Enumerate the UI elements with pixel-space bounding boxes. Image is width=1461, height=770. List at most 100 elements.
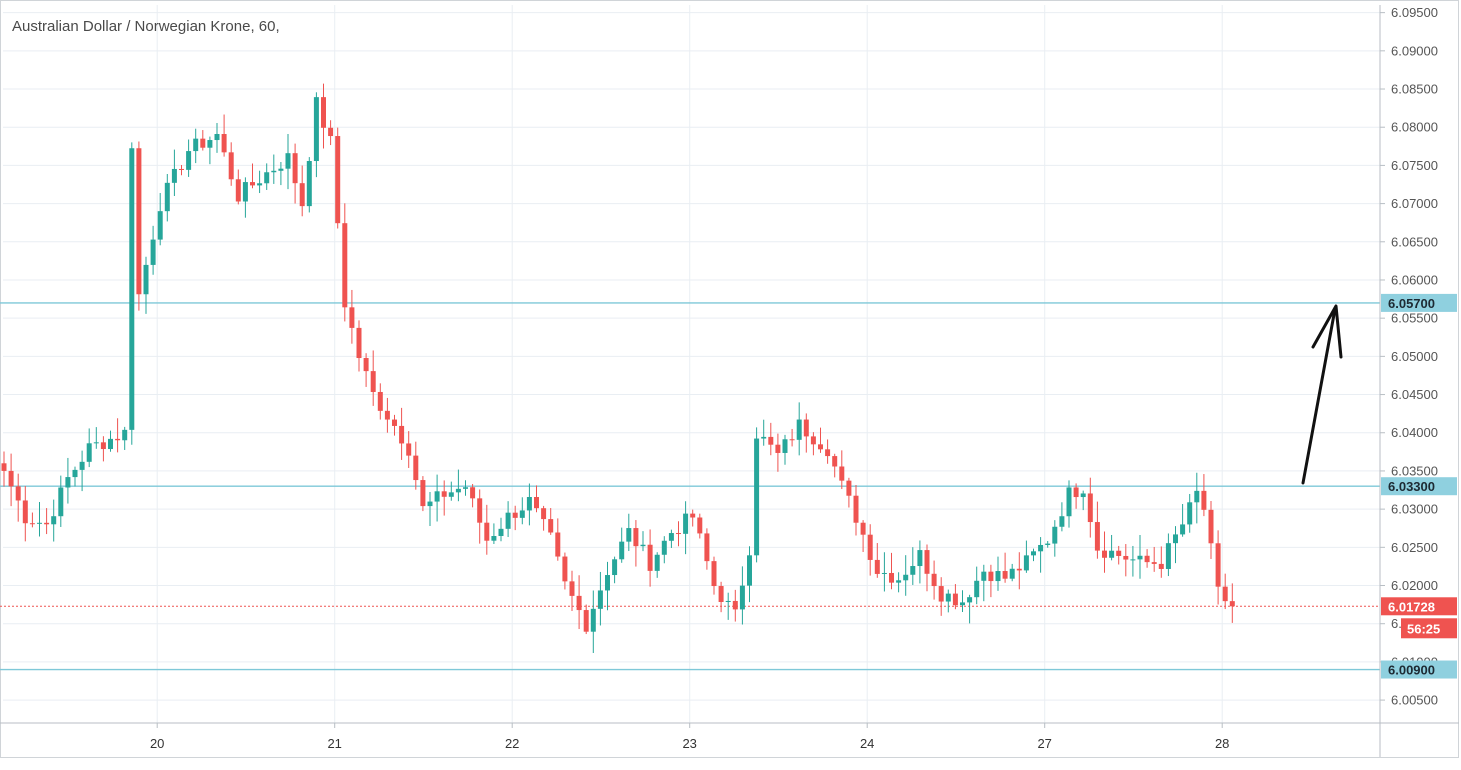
candle-body — [235, 179, 241, 202]
price-tick-label: 6.09500 — [1391, 5, 1438, 20]
candle-body — [661, 540, 667, 555]
candle-body — [491, 536, 497, 541]
candle-body — [519, 510, 525, 518]
candle-body — [470, 487, 476, 499]
candle-body — [1151, 562, 1157, 564]
candle-body — [441, 491, 447, 497]
candle-body — [1180, 524, 1186, 535]
candle-body — [668, 533, 674, 541]
candle-body — [51, 516, 57, 525]
candle-body — [725, 600, 731, 602]
candle-body — [548, 519, 554, 533]
candle-body — [250, 182, 255, 186]
candle-body — [157, 211, 163, 240]
candle-body — [171, 168, 177, 183]
candle-body — [1158, 563, 1164, 569]
candle-body — [370, 371, 376, 392]
candle-body — [22, 500, 28, 524]
candle-body — [690, 513, 696, 518]
candle-body — [271, 170, 277, 173]
level-price-tag — [1381, 477, 1457, 496]
candle-body — [676, 533, 681, 535]
time-tick-label: 21 — [327, 736, 341, 751]
candle-body — [29, 523, 35, 525]
candle-body — [455, 488, 461, 493]
candle-body — [512, 512, 518, 518]
candle-body — [463, 487, 468, 489]
candle-body — [122, 429, 128, 441]
candle-body — [633, 528, 639, 547]
candle-body — [427, 501, 433, 507]
candle-body — [356, 327, 362, 359]
price-tick-label: 6.00500 — [1391, 693, 1438, 708]
candle-body — [214, 134, 220, 141]
candle-body — [150, 239, 156, 265]
candle-body — [93, 442, 99, 444]
candle-body — [363, 358, 369, 372]
candle-body — [1009, 568, 1015, 579]
level-price-tag-label: 6.03300 — [1388, 479, 1435, 494]
candle-body — [200, 138, 206, 148]
current-price-tag — [1381, 597, 1457, 616]
level-price-tag — [1381, 293, 1457, 312]
candle-body — [1045, 543, 1051, 545]
candle-body — [108, 438, 113, 450]
candle-body — [377, 391, 383, 411]
price-tick-label: 6.07500 — [1391, 158, 1438, 173]
candle-body — [321, 97, 326, 128]
candle-body — [846, 480, 852, 496]
candle-body — [384, 410, 390, 420]
candle-body — [498, 528, 504, 537]
time-tick-label: 20 — [150, 736, 164, 751]
candle-body — [952, 593, 958, 606]
candle-body — [768, 436, 774, 445]
candle-body — [775, 444, 781, 453]
candle-body — [825, 449, 831, 457]
candle-body — [732, 600, 738, 610]
candle-body — [285, 153, 291, 169]
candle-body — [881, 572, 887, 574]
candle-body — [264, 172, 270, 184]
candle-body — [1208, 509, 1214, 544]
candle-body — [1, 463, 7, 471]
candle-body — [420, 480, 426, 507]
candle-body — [683, 513, 689, 534]
level-price-tag-label: 6.00900 — [1388, 663, 1435, 678]
candle-body — [612, 559, 618, 576]
candle-body — [818, 444, 823, 450]
candle-body — [257, 183, 263, 186]
countdown-tag — [1401, 618, 1457, 639]
candle-body — [15, 486, 21, 501]
candle-body — [626, 528, 632, 542]
candle-body — [1038, 544, 1044, 552]
price-tick-label: 6.02000 — [1391, 578, 1438, 593]
candle-body — [143, 264, 149, 295]
candle-body — [1109, 550, 1115, 558]
candle-body — [72, 469, 78, 478]
price-tick-label: 6.08500 — [1391, 82, 1438, 97]
candle-body — [8, 470, 14, 487]
candle-body — [179, 168, 184, 170]
candle-body — [796, 419, 802, 440]
candle-body — [995, 571, 1001, 582]
candle-body — [505, 512, 511, 529]
arrow-annotation-shaft — [1301, 307, 1337, 485]
candle-body — [832, 456, 838, 467]
candle-body — [207, 140, 213, 148]
candle-body — [541, 508, 547, 520]
candle-body — [647, 544, 653, 571]
candle-body — [718, 586, 724, 602]
candle-body — [967, 597, 973, 603]
candle-body — [562, 556, 568, 582]
candle-body — [1023, 555, 1029, 571]
candle-body — [484, 522, 490, 541]
price-tick-label: 6.04500 — [1391, 387, 1438, 402]
candle-body — [58, 487, 64, 517]
time-tick-label: 27 — [1037, 736, 1051, 751]
candle-body — [1187, 502, 1193, 525]
candle-body — [1229, 601, 1235, 607]
candle-body — [782, 439, 788, 453]
candle-body — [896, 580, 902, 583]
candle-body — [597, 590, 603, 609]
